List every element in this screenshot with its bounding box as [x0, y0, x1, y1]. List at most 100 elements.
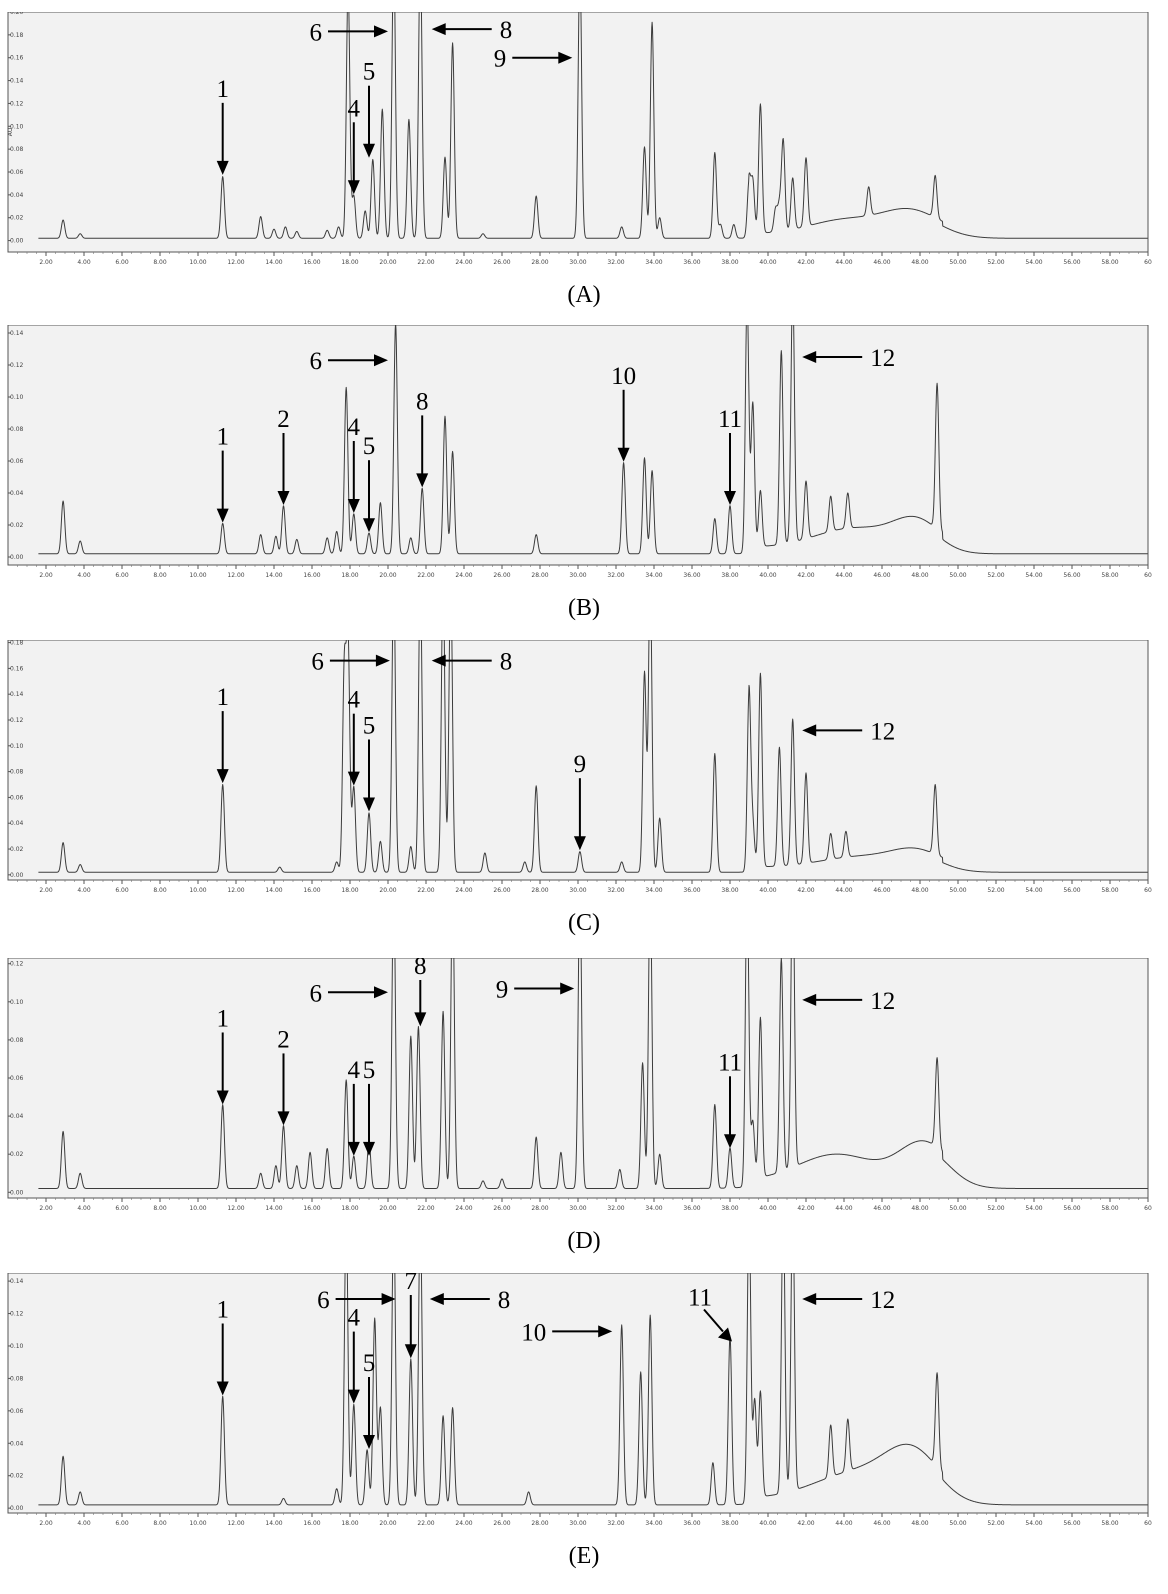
x-tick-label: 6.00 [115, 572, 129, 579]
chromatogram-trace [38, 958, 1148, 1189]
chromatogram-trace [38, 640, 1148, 873]
x-tick-label: 4.00 [77, 1205, 91, 1212]
arrow-head [363, 1141, 375, 1156]
arrow-head [429, 1292, 444, 1305]
arrow-head [598, 1325, 613, 1338]
x-tick-label: 54.00 [1025, 572, 1042, 579]
arrow-head [216, 160, 229, 175]
x-tick-label: 56.00 [1063, 1205, 1080, 1212]
x-tick-label: 28.00 [531, 1205, 548, 1212]
peak-number: 6 [310, 19, 323, 46]
peak-number: 1 [216, 684, 229, 711]
y-tick-label: 0.08 [10, 146, 24, 153]
peak-number: 11 [718, 406, 742, 433]
x-tick-label: 28.00 [531, 887, 548, 894]
arrow-head [363, 797, 375, 812]
x-tick-label: 40.00 [759, 259, 776, 266]
x-tick-label: 12.00 [227, 887, 244, 894]
y-tick-label: 0.06 [10, 1075, 24, 1082]
arrow-head [374, 25, 388, 38]
x-tick-label: 18.00 [341, 572, 358, 579]
x-tick-label: 60 [1144, 1205, 1152, 1212]
peak-annotation-2: 2 [277, 1026, 290, 1126]
y-tick-label: 0.02 [10, 1473, 24, 1480]
peak-annotation-11: 11 [718, 1049, 742, 1149]
peak-number: 5 [363, 1057, 376, 1084]
x-tick-label: 34.00 [645, 259, 662, 266]
x-tick-label: 28.00 [531, 259, 548, 266]
chromatogram-panel: 2.00 4.00 6.00 8.00 10.00 12.00 14.00 16.00 18.0… [7, 1273, 1152, 1527]
panel-caption: (E) [568, 1543, 600, 1569]
peak-number: 9 [496, 976, 509, 1003]
y-tick-label: 0.02 [10, 846, 24, 853]
peak-annotation-1: 1 [216, 1296, 229, 1396]
arrow-head [374, 986, 388, 999]
arrow-head [718, 1327, 732, 1342]
peak-number: 6 [311, 649, 324, 676]
x-tick-label: 32.00 [607, 1520, 624, 1527]
peak-number: 1 [216, 1005, 229, 1032]
peak-number: 1 [216, 76, 229, 103]
x-tick-label: 28.00 [531, 572, 548, 579]
panel-caption: (C) [568, 910, 600, 936]
x-tick-label: 46.00 [873, 1520, 890, 1527]
chromatogram-trace [38, 12, 1148, 239]
peak-number: 4 [348, 687, 361, 714]
peak-annotation-8: 8 [431, 17, 512, 44]
y-tick-label: 0.10 [10, 999, 24, 1006]
y-tick-label: 0.18 [10, 32, 24, 39]
chromatogram-panel: 2.00 4.00 6.00 8.00 10.00 12.00 14.00 16.00 18.0… [7, 640, 1152, 894]
peak-annotation-4: 4 [348, 687, 361, 786]
peak-annotation-8: 8 [431, 649, 512, 676]
peak-annotation-6: 6 [317, 1287, 396, 1314]
arrow-head [347, 771, 360, 786]
x-tick-label: 4.00 [77, 887, 91, 894]
y-tick-label: 0.10 [10, 743, 24, 750]
x-tick-label: 14.00 [265, 259, 282, 266]
x-tick-label: 58.00 [1101, 1520, 1118, 1527]
x-tick-label: 12.00 [227, 259, 244, 266]
x-tick-label: 24.00 [455, 1520, 472, 1527]
chromatogram-trace [38, 1273, 1148, 1506]
y-tick-label: 0.14 [10, 330, 24, 337]
x-tick-label: 16.00 [303, 1520, 320, 1527]
y-tick-label: 0.06 [10, 794, 24, 801]
arrow-head [431, 654, 446, 667]
x-tick-label: 22.00 [417, 1205, 434, 1212]
arrow-head [414, 1012, 427, 1027]
y-tick-label: 0.08 [10, 769, 24, 776]
x-tick-label: 48.00 [911, 887, 928, 894]
peak-annotation-5: 5 [363, 1350, 375, 1449]
peak-annotation-8: 8 [429, 1287, 510, 1314]
arrow-head [216, 508, 229, 523]
y-tick-label: 0.04 [10, 1113, 24, 1120]
y-tick-label: 0.00 [10, 1505, 24, 1512]
arrow-shaft [703, 1308, 724, 1333]
x-tick-label: 12.00 [227, 1520, 244, 1527]
x-tick-label: 44.00 [835, 887, 852, 894]
x-tick-label: 44.00 [835, 1205, 852, 1212]
arrow-head [363, 143, 375, 158]
arrow-head [216, 1090, 229, 1105]
x-tick-label: 50.00 [949, 887, 966, 894]
x-tick-label: 48.00 [911, 259, 928, 266]
peak-annotation-1: 1 [216, 76, 229, 175]
x-tick-label: 16.00 [303, 259, 320, 266]
peak-annotation-10: 10 [611, 363, 636, 462]
y-tick-label: 0.10 [10, 394, 24, 401]
y-tick-label: 0.08 [10, 1375, 24, 1382]
x-tick-label: 16.00 [303, 572, 320, 579]
x-tick-label: 42.00 [797, 1520, 814, 1527]
arrow-head [431, 23, 446, 36]
x-tick-label: 22.00 [417, 259, 434, 266]
y-tick-label: 0.16 [10, 55, 24, 62]
x-tick-label: 60 [1144, 572, 1152, 579]
peak-annotation-5: 5 [363, 433, 375, 533]
peak-annotation-4: 4 [348, 1305, 361, 1404]
peak-annotation-11: 11 [718, 406, 742, 505]
y-tick-label: 0.14 [10, 78, 24, 85]
peak-annotation-4: 4 [348, 1057, 361, 1156]
x-tick-label: 26.00 [493, 259, 510, 266]
x-tick-label: 60 [1144, 259, 1152, 266]
